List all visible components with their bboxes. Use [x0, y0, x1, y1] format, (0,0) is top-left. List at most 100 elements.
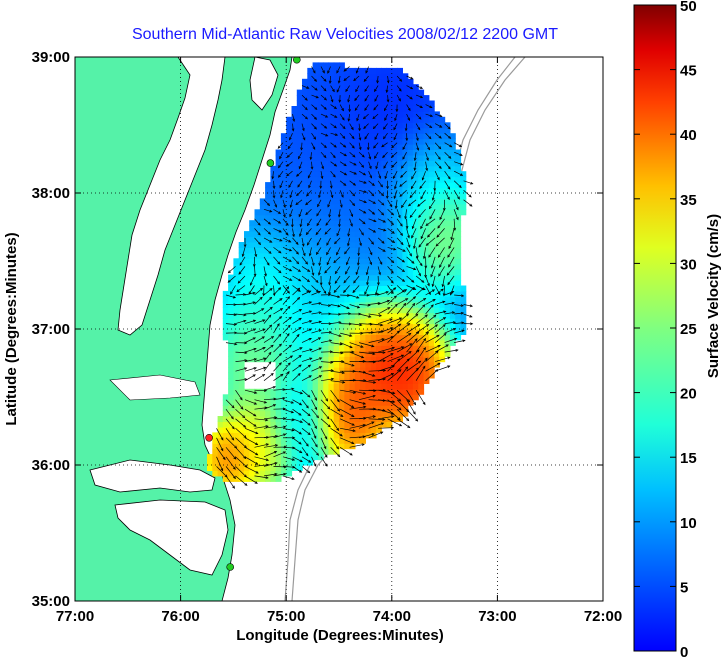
velocity-cell	[307, 89, 314, 96]
velocity-arrow-head	[418, 360, 422, 364]
velocity-arrow-head	[270, 373, 274, 376]
velocity-arrow	[338, 75, 341, 84]
velocity-cell	[386, 258, 393, 265]
velocity-cell	[423, 182, 430, 189]
velocity-cell	[244, 443, 250, 450]
velocity-cell	[307, 263, 314, 270]
velocity-arrow-head	[280, 373, 284, 377]
velocity-arrow-head	[404, 128, 408, 132]
velocity-cell	[381, 67, 388, 74]
velocity-cell	[428, 149, 435, 156]
velocity-arrow-head	[300, 147, 303, 151]
velocity-cell	[397, 258, 403, 265]
velocity-cell	[328, 426, 335, 433]
velocity-arrow-head	[299, 420, 304, 423]
velocity-cell	[397, 144, 403, 150]
velocity-cell	[365, 410, 372, 417]
velocity-arrow-head	[469, 304, 473, 308]
velocity-arrow-head	[358, 312, 362, 316]
velocity-cell	[339, 220, 345, 227]
velocity-arrow-head	[286, 333, 290, 337]
velocity-arrow	[349, 351, 364, 359]
velocity-cell	[402, 269, 409, 276]
velocity-arrow-head	[278, 270, 282, 274]
velocity-arrow	[406, 303, 415, 315]
velocity-cell	[312, 214, 319, 221]
velocity-cell	[354, 127, 361, 134]
velocity-cell	[328, 138, 335, 145]
velocity-cell	[397, 247, 403, 254]
velocity-cell	[407, 133, 414, 140]
velocity-arrow	[454, 312, 464, 315]
colorbar	[633, 4, 677, 652]
velocity-arrow	[254, 347, 266, 353]
velocity-arrow	[377, 171, 381, 179]
velocity-arrow-head	[364, 291, 367, 295]
velocity-arrow-head	[382, 359, 386, 363]
velocity-cell	[312, 231, 319, 238]
velocity-cell	[423, 154, 430, 161]
velocity-arrow	[273, 397, 285, 401]
velocity-cell	[275, 312, 282, 319]
velocity-cell	[280, 149, 287, 156]
velocity-cell	[317, 323, 324, 330]
velocity-arrow-head	[403, 302, 407, 306]
velocity-arrow	[438, 247, 445, 258]
velocity-cell	[360, 203, 366, 210]
velocity-cell	[370, 296, 377, 303]
velocity-arrow	[301, 456, 311, 463]
velocity-cell	[349, 426, 356, 433]
velocity-cell	[286, 307, 293, 314]
velocity-cell	[233, 280, 240, 286]
velocity-arrow-head	[343, 183, 347, 186]
velocity-cell	[296, 323, 303, 330]
velocity-arrow-head	[253, 423, 257, 427]
velocity-cell	[376, 122, 382, 129]
velocity-arrow-head	[457, 196, 460, 200]
velocity-cell	[238, 399, 245, 406]
velocity-arrow-head	[325, 222, 329, 226]
velocity-arrow-head	[352, 193, 356, 197]
velocity-arrow	[301, 310, 312, 315]
velocity-cell	[418, 367, 425, 374]
velocity-cell	[360, 225, 366, 232]
velocity-cell	[244, 285, 250, 292]
velocity-cell	[370, 95, 377, 102]
velocity-arrow	[387, 95, 389, 102]
velocity-cell	[370, 399, 377, 406]
velocity-arrow-head	[401, 346, 405, 349]
velocity-cell	[407, 372, 414, 379]
velocity-arrow	[244, 437, 258, 446]
velocity-cell	[418, 307, 425, 314]
velocity-arrow-head	[365, 70, 369, 74]
velocity-cell	[317, 301, 324, 308]
velocity-arrow-head	[382, 369, 387, 372]
velocity-arrow	[425, 161, 428, 171]
velocity-arrow-head	[402, 146, 406, 151]
velocity-cell	[249, 263, 256, 270]
velocity-cell	[339, 361, 345, 368]
velocity-arrow-head	[366, 282, 369, 286]
velocity-arrow-head	[372, 229, 377, 233]
velocity-arrow	[349, 389, 366, 395]
velocity-arrow	[263, 404, 276, 410]
velocity-cell	[402, 274, 409, 281]
velocity-arrow-head	[270, 336, 275, 339]
velocity-cell	[286, 225, 293, 232]
velocity-arrow-head	[447, 186, 451, 190]
velocity-arrow-head	[447, 254, 451, 258]
velocity-arrow	[415, 347, 426, 362]
velocity-arrow-head	[252, 264, 256, 268]
velocity-cell	[339, 73, 345, 80]
velocity-arrow-head	[410, 76, 414, 80]
velocity-cell	[412, 329, 419, 335]
velocity-arrow	[378, 347, 395, 353]
velocity-cell	[244, 242, 250, 248]
velocity-arrow	[415, 247, 418, 258]
velocity-arrow	[244, 399, 257, 405]
velocity-cell	[444, 231, 451, 238]
velocity-cell	[328, 388, 335, 395]
velocity-cell	[296, 111, 303, 118]
velocity-cell	[259, 263, 266, 270]
velocity-cell	[328, 160, 335, 167]
